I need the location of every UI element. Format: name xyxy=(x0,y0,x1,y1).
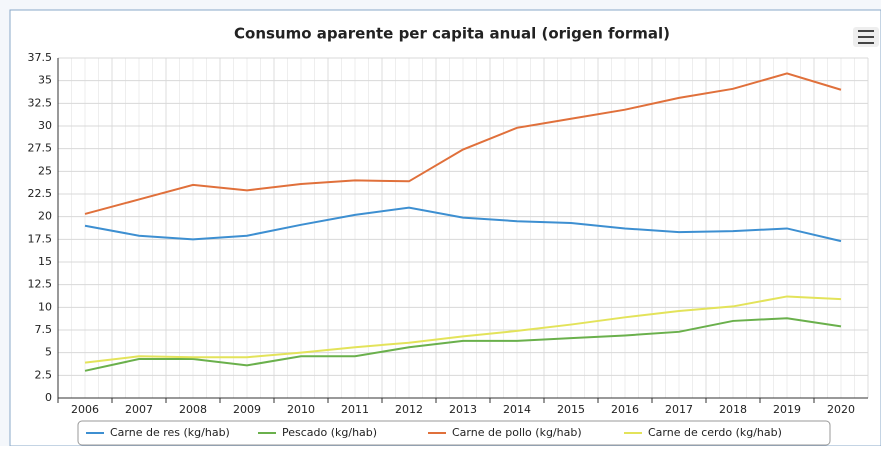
menu-button[interactable] xyxy=(853,27,879,47)
x-tick-label: 2017 xyxy=(665,403,693,416)
x-tick-label: 2010 xyxy=(287,403,315,416)
y-tick-label: 37.5 xyxy=(28,51,53,64)
x-tick-label: 2020 xyxy=(827,403,855,416)
x-tick-label: 2013 xyxy=(449,403,477,416)
chart-frame xyxy=(9,9,881,447)
x-tick-label: 2018 xyxy=(719,403,747,416)
chart-title: Consumo aparente per capita anual (orige… xyxy=(234,25,670,43)
x-tick-label: 2012 xyxy=(395,403,423,416)
series-line xyxy=(84,72,842,215)
x-tick-label: 2014 xyxy=(503,403,531,416)
x-tick-label: 2016 xyxy=(611,403,639,416)
series-line xyxy=(84,206,842,243)
legend-label: Carne de cerdo (kg/hab) xyxy=(648,426,782,439)
y-tick-label: 27.5 xyxy=(28,142,53,155)
y-tick-label: 15 xyxy=(38,255,52,268)
legend-label: Carne de pollo (kg/hab) xyxy=(452,426,582,439)
x-tick-label: 2015 xyxy=(557,403,585,416)
x-tick-label: 2006 xyxy=(71,403,99,416)
x-tick-label: 2008 xyxy=(179,403,207,416)
y-tick-label: 35 xyxy=(38,74,52,87)
y-tick-label: 2.5 xyxy=(35,368,53,381)
x-tick-label: 2009 xyxy=(233,403,261,416)
y-tick-label: 30 xyxy=(38,119,52,132)
y-tick-label: 17.5 xyxy=(28,232,53,245)
y-tick-label: 32.5 xyxy=(28,96,53,109)
x-tick-label: 2007 xyxy=(125,403,153,416)
y-tick-label: 10 xyxy=(38,300,52,313)
series-line xyxy=(84,295,842,364)
legend-box xyxy=(77,420,831,446)
y-tick-label: 0 xyxy=(45,391,52,404)
y-tick-label: 22.5 xyxy=(28,187,53,200)
y-tick-label: 20 xyxy=(38,210,52,223)
y-tick-label: 7.5 xyxy=(35,323,53,336)
y-tick-label: 12.5 xyxy=(28,278,53,291)
y-tick-label: 25 xyxy=(38,164,52,177)
legend-label: Carne de res (kg/hab) xyxy=(110,426,230,439)
y-tick-label: 5 xyxy=(45,346,52,359)
legend-label: Pescado (kg/hab) xyxy=(282,426,377,439)
x-tick-label: 2019 xyxy=(773,403,801,416)
x-tick-label: 2011 xyxy=(341,403,369,416)
series-line xyxy=(84,317,842,372)
